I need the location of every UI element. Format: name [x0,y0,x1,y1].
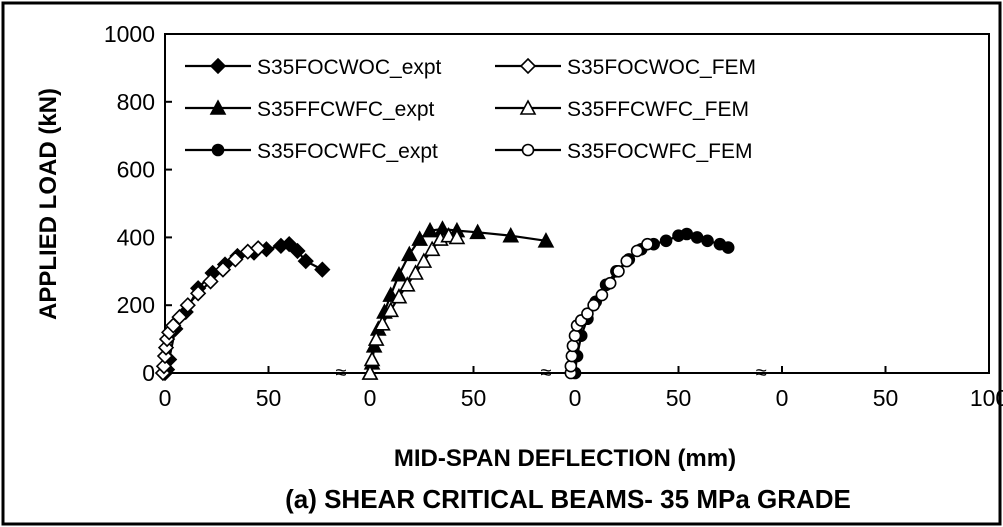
data-point [390,266,408,282]
data-point [565,349,579,363]
x-tick-label: 50 [461,385,487,411]
data-point [171,308,188,326]
data-point [448,228,466,245]
data-point [690,231,704,244]
legend-marker [209,57,227,75]
y-tick-label: 0 [142,360,155,386]
legend-label: S35FOCWOC_FEM [567,56,756,79]
x-axis-label: MID-SPAN DEFLECTION (mm) [394,445,736,472]
data-point [701,234,714,248]
y-tick-label: 600 [117,157,155,183]
data-point [620,254,634,268]
data-point [297,252,314,270]
series-S35FOCWOC_FEM [154,240,267,382]
legend-item: S35FFCWFC_expt [185,98,435,121]
data-point [398,276,416,292]
series-S35FOCWFC_FEM [564,237,654,380]
data-point [581,307,594,320]
data-point [587,298,600,312]
chart-title: (a) SHEAR CRITICAL BEAMS- 35 MPa GRADE [285,484,851,514]
axis-breaks: ≈ ≈ ≈ [335,362,766,384]
data-point [612,264,625,278]
data-point [179,297,196,314]
x-tick-label: 0 [364,385,377,411]
data-point [568,329,582,343]
data-point [361,364,379,380]
data-point [603,276,617,290]
y-tick-label: 200 [117,292,155,318]
data-point [250,240,267,257]
x-tick-label: 50 [666,385,692,411]
legend-marker [519,99,537,115]
data-point [641,237,654,251]
data-point [374,315,391,331]
data-point [289,242,306,260]
data-point [227,251,244,268]
series-S35FFCWFC_FEM [361,227,466,380]
data-point [400,245,418,262]
data-point [595,288,609,302]
data-point [415,252,433,268]
legend-item: S35FOCWFC_FEM [495,140,753,163]
data-point [469,223,486,240]
y-tick-label: 1000 [104,21,155,47]
y-axis-ticks: 0 200 400 600 800 1000 [104,21,172,386]
legend-label: S35FOCWOC_expt [257,56,442,79]
data-point [659,234,673,248]
axis-break-mark: ≈ [540,362,551,384]
x-tick-label: 0 [159,385,172,411]
data-point [363,350,381,367]
x-tick-label: 100 [970,385,1003,411]
data-point [721,241,735,254]
x-tick-label: 0 [569,385,582,411]
data-series [154,220,735,382]
data-point [367,330,385,346]
data-point [202,273,219,290]
data-point [407,264,424,280]
legend-marker [519,57,537,75]
legend-label: S35FFCWFC_expt [257,98,435,121]
legend-item: S35FOCWFC_expt [185,140,438,163]
legend-marker [211,143,225,157]
legend-marker [209,99,227,115]
data-point [502,227,520,243]
legend-marker [521,143,535,157]
data-point [421,221,439,238]
x-tick-label: 50 [256,385,282,411]
legend-item: S35FOCWOC_FEM [495,56,756,79]
legend: S35FOCWOC_expt S35FOCWOC_FEM S35FFCWFC_exp… [185,56,756,163]
axis-break-mark: ≈ [335,362,346,384]
x-tick-label: 0 [776,385,789,411]
y-axis-label: APPLIED LOAD (kN) [35,88,62,320]
data-point [189,285,207,302]
legend-label: S35FOCWFC_expt [257,140,438,163]
data-point [155,358,173,375]
x-axis-ticks: 0 50 0 50 0 50 0 50 100 [159,366,1003,411]
data-point [382,301,400,318]
legend-item: S35FOCWOC_expt [185,56,442,79]
data-point [390,288,408,304]
data-point [566,339,580,353]
data-point [680,227,694,241]
y-tick-label: 400 [117,224,155,250]
data-point [411,230,429,246]
x-tick-label: 50 [873,385,899,411]
data-point [214,261,232,278]
y-tick-label: 800 [117,89,155,115]
legend-item: S35FFCWFC_FEM [495,98,749,121]
data-point [564,359,578,373]
data-point [423,240,441,257]
legend-label: S35FOCWFC_FEM [567,140,753,163]
axis-break-mark: ≈ [756,362,767,384]
legend-label: S35FFCWFC_FEM [567,98,749,121]
data-point [314,261,331,278]
data-point [537,232,555,248]
data-point [630,244,644,258]
